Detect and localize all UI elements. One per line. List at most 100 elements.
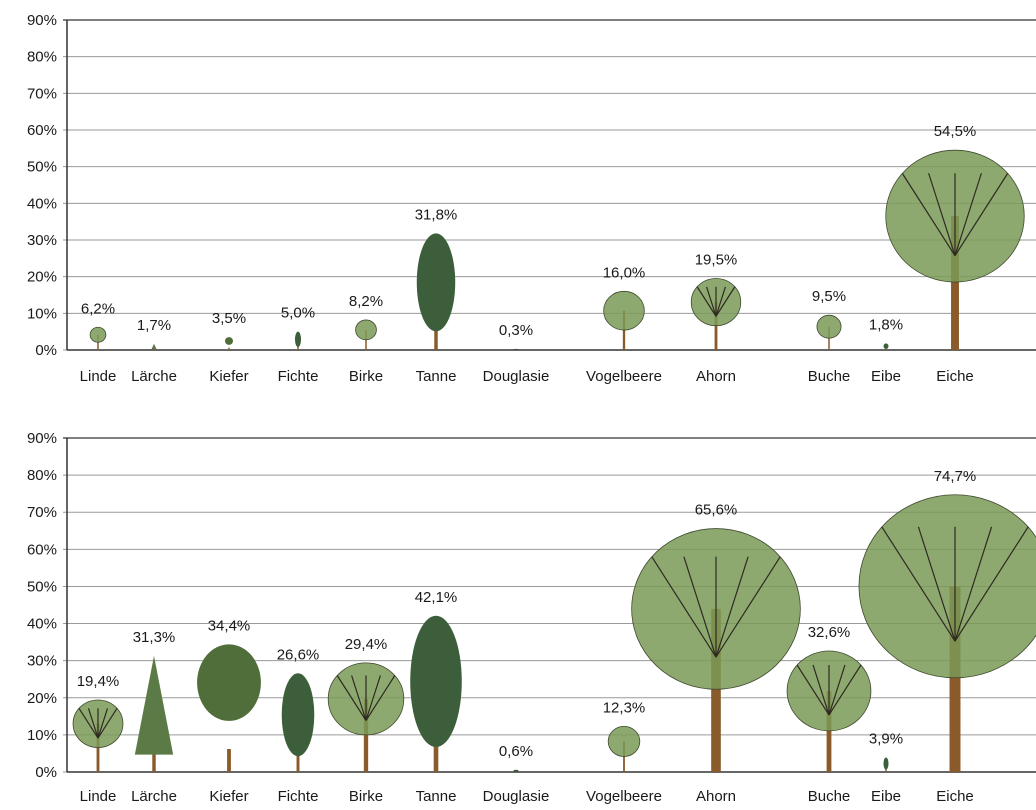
tree-mark-linde [73,700,123,772]
y-tick-label: 30% [27,232,57,249]
y-tick-label: 30% [27,653,57,670]
value-label: 65,6% [695,502,738,519]
category-label: Buche [808,368,851,385]
tree-trunk [434,744,439,772]
value-label: 0,6% [499,743,533,760]
y-tick-label: 10% [27,305,57,322]
value-label: 9,5% [812,288,846,305]
tree-mark-fichte [282,673,315,772]
tree-mark-kiefer [225,337,233,350]
value-label: 42,1% [415,589,458,606]
y-tick-label: 50% [27,159,57,176]
value-label: 54,5% [934,123,977,140]
tree-crown [817,315,841,338]
tree-mark-lärche [135,656,173,772]
tree-crown [282,673,315,756]
y-tick-label: 60% [27,122,57,139]
value-label: 16,0% [603,264,646,281]
category-label: Eiche [936,788,974,805]
value-label: 0,3% [499,322,533,339]
category-label: Tanne [416,788,457,805]
category-label: Ahorn [696,788,736,805]
category-label: Birke [349,368,383,385]
category-label: Kiefer [209,788,248,805]
y-tick-label: 20% [27,690,57,707]
category-label: Lärche [131,788,177,805]
tree-mark-birke [328,663,404,772]
category-label: Vogelbeere [586,368,662,385]
y-tick-label: 70% [27,85,57,102]
y-tick-label: 20% [27,269,57,286]
value-label: 5,0% [281,305,315,322]
tree-crown [197,644,261,721]
y-tick-label: 90% [27,12,57,29]
y-tick-label: 50% [27,578,57,595]
tree-mark-tanne [410,616,462,772]
tree-crown [514,349,519,350]
category-label: Buche [808,788,851,805]
value-label: 32,6% [808,624,851,641]
tree-crown [90,327,106,342]
category-label: Douglasie [483,368,550,385]
value-label: 1,8% [869,316,903,333]
tree-crown [410,616,462,747]
category-label: Tanne [416,368,457,385]
tree-mark-vogelbeere [608,726,640,772]
value-label: 6,2% [81,300,115,317]
tree-trunk [297,754,300,772]
tree-mark-kiefer [197,644,261,772]
value-label: 3,9% [869,731,903,748]
chart-panel-1: 0% 10% 20% 30% 40% 50% 60% 70% 80% 90% 6,2% Linde 1,… [27,12,1036,385]
value-label: 74,7% [934,468,977,485]
tree-trunk [885,349,887,350]
tree-crown [859,495,1036,678]
category-label: Linde [80,788,117,805]
tree-crown [608,726,640,756]
value-label: 26,6% [277,646,320,663]
category-label: Fichte [278,788,319,805]
y-tick-label: 60% [27,541,57,558]
y-tick-label: 40% [27,195,57,212]
category-label: Lärche [131,368,177,385]
tree-mark-fichte [295,332,301,350]
tree-mark-buche [787,651,871,772]
tree-crown [884,758,889,770]
category-label: Fichte [278,368,319,385]
value-label: 12,3% [603,699,646,716]
tree-mark-tanne [417,233,455,350]
y-tick-label: 70% [27,504,57,521]
tree-trunk [297,347,299,350]
category-label: Eibe [871,788,901,805]
tree-crown [514,770,519,772]
tree-mark-eibe [884,758,889,772]
category-label: Vogelbeere [586,788,662,805]
tree-trunk [227,749,231,772]
tree-crown [135,656,173,755]
tree-mark-ahorn [691,279,741,351]
tree-crown [152,344,157,349]
tree-trunk [228,348,230,350]
tree-crown [604,291,645,330]
value-label: 31,8% [415,206,458,223]
category-label: Eibe [871,368,901,385]
y-tick-label: 10% [27,727,57,744]
tree-mark-eiche [886,150,1024,350]
value-label: 19,5% [695,252,738,269]
tree-crown [356,320,377,340]
value-label: 1,7% [137,317,171,334]
category-label: Linde [80,368,117,385]
y-tick-label: 0% [35,764,57,781]
tree-mark-buche [817,315,841,350]
tree-trunk [885,769,887,772]
category-label: Kiefer [209,368,248,385]
value-label: 34,4% [208,617,251,634]
tree-mark-eibe [884,343,889,350]
y-tick-label: 80% [27,49,57,66]
y-tick-label: 0% [35,342,57,359]
tree-mark-birke [356,320,377,350]
value-label: 19,4% [77,673,120,690]
tree-mark-linde [90,327,106,350]
value-label: 31,3% [133,629,176,646]
tree-crown [225,337,233,345]
